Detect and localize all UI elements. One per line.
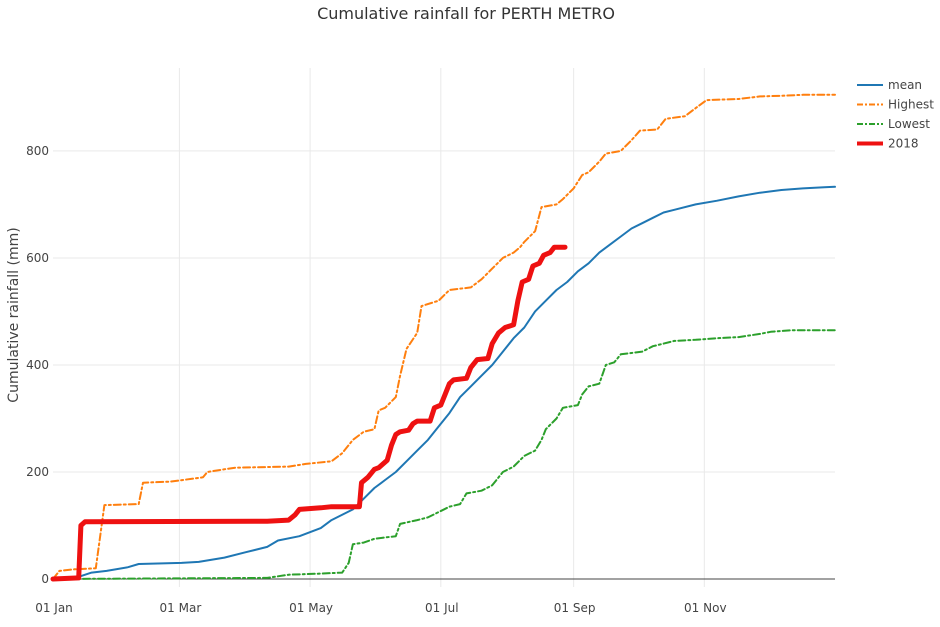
series-line-2018: [50, 244, 568, 582]
x-tick-label: 01 Jul: [425, 601, 459, 615]
y-tick-label: 400: [26, 358, 49, 372]
legend-label-highest: Highest: [888, 98, 934, 112]
series-line-lowest: [52, 329, 836, 580]
x-axis-ticks: 01 Jan 01 Mar 01 May 01 Jul 01 Sep 01 Nov: [35, 601, 726, 615]
legend-label-lowest: Lowest: [888, 117, 930, 131]
legend-label-mean: mean: [888, 78, 922, 92]
legend-label-2018: 2018: [888, 137, 919, 151]
y-axis-ticks: 0 200 400 600 800: [26, 144, 49, 586]
gridlines: [53, 68, 835, 587]
x-tick-label: 01 Nov: [684, 601, 727, 615]
y-tick-label: 0: [41, 572, 49, 586]
y-axis-label: Cumulative rainfall (mm): [6, 227, 22, 402]
series-line-mean: [52, 185, 836, 580]
y-tick-label: 600: [26, 251, 49, 265]
x-tick-label: 01 Mar: [160, 601, 202, 615]
legend: mean Highest Lowest 2018: [857, 78, 934, 151]
y-tick-label: 800: [26, 144, 49, 158]
y-tick-label: 200: [26, 465, 49, 479]
x-tick-label: 01 Jan: [35, 601, 73, 615]
x-tick-label: 01 Sep: [554, 601, 596, 615]
x-tick-label: 01 May: [289, 601, 333, 615]
series-line-highest: [52, 93, 836, 580]
series-layer: [50, 93, 836, 582]
chart-title: Cumulative rainfall for PERTH METRO: [317, 4, 615, 23]
